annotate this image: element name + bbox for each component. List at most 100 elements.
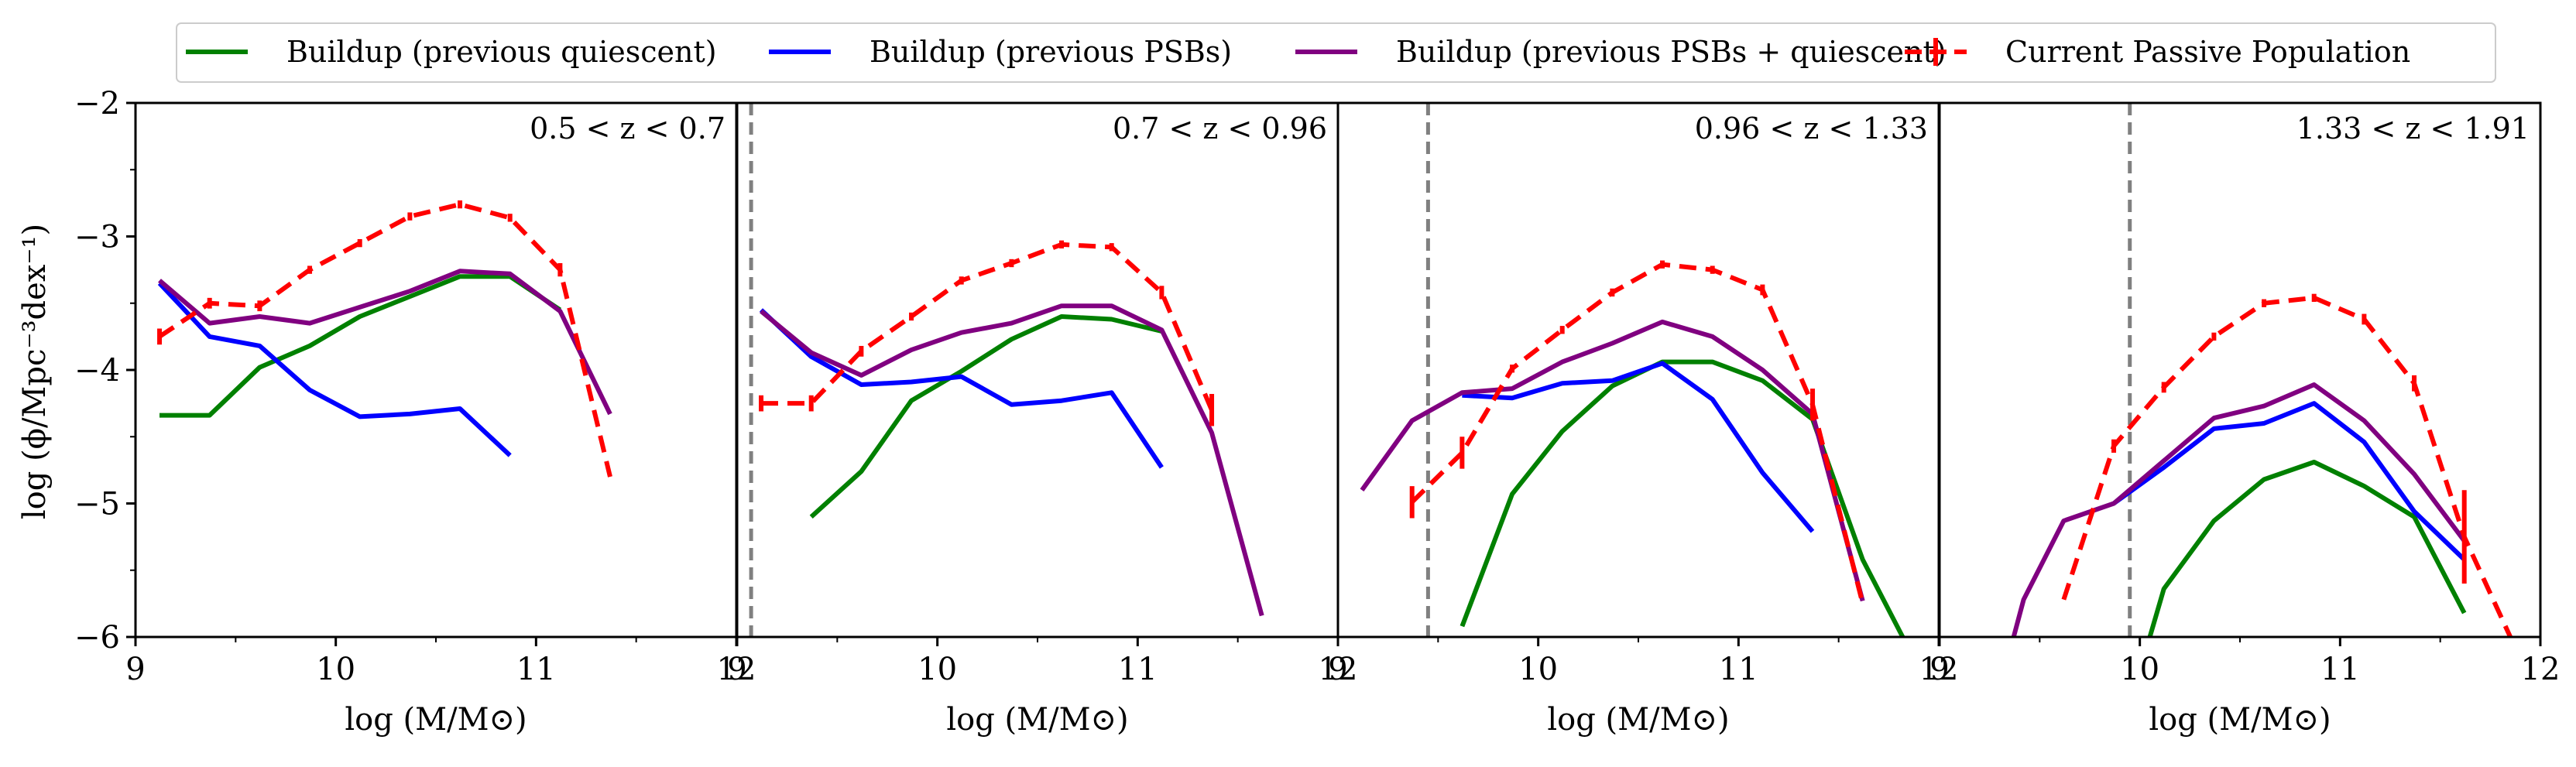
legend-item-combined: Buildup (previous PSBs + quiescent) bbox=[1295, 35, 1947, 69]
data-point-passive bbox=[408, 214, 412, 218]
data-point-quiescent bbox=[2162, 587, 2166, 591]
data-point-passive bbox=[1160, 290, 1164, 294]
series-line-psb bbox=[2112, 401, 2466, 562]
data-point-combined bbox=[258, 315, 262, 319]
data-point-passive bbox=[2162, 385, 2166, 389]
data-point-psb bbox=[1560, 382, 1564, 385]
data-point-combined bbox=[2413, 472, 2417, 476]
series-line-quiescent bbox=[2147, 460, 2467, 637]
series-line-quiescent bbox=[1460, 359, 1905, 637]
data-point-combined bbox=[859, 373, 863, 377]
data-point-combined bbox=[1761, 368, 1765, 372]
data-point-psb bbox=[2312, 402, 2316, 406]
data-point-combined bbox=[1460, 391, 1464, 395]
x-tick-label: 11 bbox=[1118, 652, 1158, 687]
data-point-quiescent bbox=[308, 344, 312, 348]
data-point-quiescent bbox=[2462, 611, 2466, 615]
panel-3-data bbox=[1360, 103, 1905, 637]
data-point-combined bbox=[1110, 304, 1113, 308]
data-point-passive bbox=[1511, 367, 1514, 371]
data-point-psb bbox=[2212, 426, 2216, 430]
panel-2-data bbox=[749, 103, 1264, 637]
data-point-combined bbox=[1360, 488, 1364, 492]
data-point-passive bbox=[258, 304, 262, 308]
x-tick-label: 12 bbox=[2521, 652, 2561, 687]
series-line-psb bbox=[1462, 361, 1815, 533]
data-point-combined bbox=[809, 351, 813, 354]
data-point-quiescent bbox=[1460, 625, 1464, 628]
x-axis-label: log (M/M⊙) bbox=[2149, 702, 2331, 738]
series-line-passive bbox=[158, 202, 612, 478]
data-point-quiescent bbox=[1110, 317, 1113, 321]
data-point-psb bbox=[1060, 399, 1064, 402]
series-line-passive bbox=[1410, 262, 1865, 604]
data-point-combined bbox=[2362, 419, 2366, 423]
data-point-quiescent bbox=[2362, 485, 2366, 488]
data-point-passive bbox=[308, 268, 312, 272]
data-point-combined bbox=[558, 310, 562, 313]
data-point-quiescent bbox=[959, 369, 963, 373]
series-line-quiescent bbox=[159, 274, 562, 418]
data-point-passive bbox=[2362, 317, 2366, 321]
panel-redshift-label: 1.33 < z < 1.91 bbox=[2296, 111, 2530, 146]
data-point-combined bbox=[1661, 320, 1665, 324]
panel-frame bbox=[134, 101, 738, 639]
y-tick-label: −4 bbox=[74, 353, 120, 389]
legend-item-psb: Buildup (previous PSBs) bbox=[769, 35, 1232, 69]
data-point-combined bbox=[208, 321, 211, 325]
data-point-passive bbox=[1410, 500, 1414, 504]
y-tick-label: −3 bbox=[74, 220, 120, 255]
data-point-combined bbox=[959, 330, 963, 334]
data-point-quiescent bbox=[1610, 384, 1614, 388]
data-point-passive bbox=[2462, 535, 2466, 539]
data-point-psb bbox=[1511, 396, 1514, 400]
series-line-passive bbox=[2061, 295, 2513, 637]
data-point-passive bbox=[2112, 444, 2116, 448]
series-line-combined bbox=[1360, 319, 1865, 602]
y-tick-label: −2 bbox=[74, 86, 120, 122]
data-point-combined bbox=[2112, 502, 2116, 505]
series-line-combined bbox=[158, 269, 612, 416]
data-point-passive bbox=[809, 402, 813, 406]
data-point-passive bbox=[1560, 328, 1564, 332]
data-point-combined bbox=[2312, 382, 2316, 386]
data-point-quiescent bbox=[458, 275, 462, 279]
data-point-quiescent bbox=[1861, 557, 1864, 561]
data-point-passive bbox=[859, 349, 863, 353]
data-point-combined bbox=[2162, 459, 2166, 463]
data-point-combined bbox=[1060, 304, 1064, 308]
data-point-passive bbox=[1060, 242, 1064, 246]
panel-redshift-label: 0.7 < z < 0.96 bbox=[1113, 111, 1327, 146]
data-point-psb bbox=[1010, 402, 1014, 406]
series-line-psb bbox=[157, 281, 512, 457]
series-line-quiescent bbox=[809, 314, 1163, 519]
data-point-psb bbox=[258, 344, 262, 348]
panel-4-data bbox=[2011, 103, 2513, 637]
legend-label-combined: Buildup (previous PSBs + quiescent) bbox=[1396, 35, 1947, 69]
data-point-combined bbox=[1010, 321, 1014, 325]
series-line-combined bbox=[2011, 382, 2467, 637]
data-point-psb bbox=[2262, 422, 2266, 426]
legend: Buildup (previous quiescent) Buildup (pre… bbox=[176, 22, 2496, 83]
data-point-combined bbox=[760, 310, 763, 313]
data-point-passive bbox=[1110, 245, 1113, 249]
data-point-passive bbox=[508, 216, 512, 220]
x-tick-label: 9 bbox=[1929, 652, 1949, 687]
data-point-passive bbox=[1811, 402, 1815, 406]
data-point-psb bbox=[859, 382, 863, 386]
data-point-passive bbox=[458, 203, 462, 207]
data-point-combined bbox=[458, 269, 462, 273]
data-point-passive bbox=[1710, 268, 1714, 272]
data-point-passive bbox=[1010, 262, 1014, 265]
data-point-combined bbox=[910, 348, 914, 352]
x-tick-label: 11 bbox=[516, 652, 556, 687]
data-point-psb bbox=[2413, 509, 2417, 513]
data-point-combined bbox=[2062, 519, 2066, 522]
data-point-quiescent bbox=[1710, 360, 1714, 364]
panel-2: 9 10 11 12 log (M/M⊙) 0.7 < z < 0.96 bbox=[727, 101, 1357, 738]
x-tick-label: 9 bbox=[727, 652, 746, 687]
data-point-quiescent bbox=[408, 295, 412, 299]
y-tick-label: −5 bbox=[74, 487, 120, 522]
panel-frame bbox=[1938, 101, 2542, 639]
data-point-psb bbox=[308, 388, 312, 392]
